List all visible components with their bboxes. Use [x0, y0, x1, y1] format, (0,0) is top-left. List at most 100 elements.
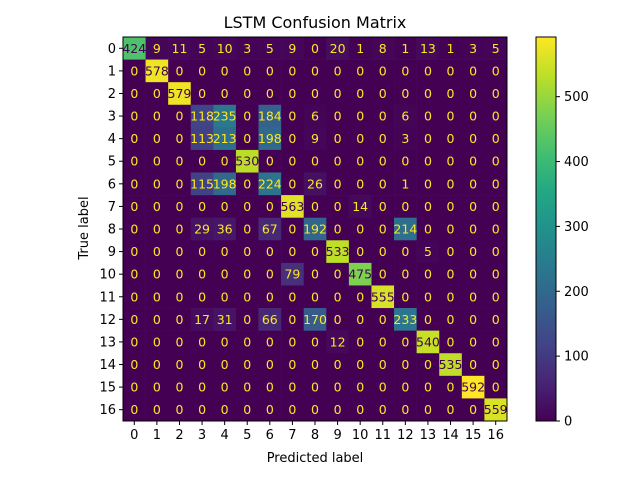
cell-value-label: 0	[311, 289, 319, 304]
heatmap-cell	[461, 195, 485, 219]
heatmap-cell	[168, 195, 192, 219]
cell-value-label: 0	[175, 154, 183, 169]
heatmap-cell	[394, 330, 417, 354]
heatmap-cell	[168, 104, 192, 128]
cell-value-label: 0	[266, 199, 274, 214]
heatmap-cell	[348, 217, 372, 241]
cell-value-label: 233	[393, 312, 417, 327]
heatmap-cell	[235, 285, 259, 309]
heatmap-cell	[416, 375, 440, 399]
heatmap-cell	[258, 195, 282, 219]
heatmap-cell	[123, 37, 146, 60]
cell-value-label: 0	[153, 86, 161, 101]
cell-value-label: 0	[447, 289, 455, 304]
heatmap-cell	[371, 195, 395, 219]
cell-value-label: 0	[424, 176, 432, 191]
heatmap-cell	[168, 240, 192, 264]
cell-value-label: 0	[175, 63, 183, 78]
cell-value-label: 0	[334, 267, 342, 282]
heatmap-cell	[213, 308, 237, 331]
heatmap-cell	[235, 195, 259, 219]
heatmap-cell	[281, 82, 305, 106]
cell-value-label: 0	[198, 289, 206, 304]
cell-value-label: 555	[371, 289, 395, 304]
heatmap-cell	[439, 217, 463, 241]
cell-value-label: 6	[311, 109, 319, 124]
heatmap-cell	[145, 217, 169, 241]
cell-value-label: 0	[153, 357, 161, 372]
cell-value-label: 0	[447, 154, 455, 169]
cell-value-label: 0	[401, 244, 409, 259]
cell-value-label: 0	[311, 357, 319, 372]
heatmap-cell	[394, 240, 417, 264]
cell-value-label: 0	[288, 63, 296, 78]
heatmap-cell	[348, 127, 372, 151]
cell-value-label: 0	[175, 244, 183, 259]
cell-value-label: 0	[221, 244, 229, 259]
heatmap-cell	[258, 82, 282, 106]
cell-value-label: 0	[153, 334, 161, 349]
heatmap-cell	[484, 285, 508, 309]
heatmap-cell	[303, 217, 327, 241]
x-tick-label: 0	[130, 428, 138, 443]
cell-value-label: 0	[311, 199, 319, 214]
cell-value-label: 0	[198, 357, 206, 372]
heatmap-cell	[145, 375, 169, 399]
cell-value-label: 170	[303, 312, 327, 327]
cell-value-label: 0	[153, 131, 161, 146]
y-tick-label: 9	[108, 245, 116, 260]
cell-value-label: 0	[424, 154, 432, 169]
cell-value-label: 0	[288, 357, 296, 372]
heatmap-cell	[190, 308, 214, 331]
cell-value-label: 0	[379, 267, 387, 282]
chart-title: LSTM Confusion Matrix	[224, 13, 407, 32]
heatmap-cell	[348, 398, 372, 422]
heatmap-cell	[394, 149, 417, 173]
cell-value-label: 0	[288, 222, 296, 237]
heatmap-cell	[145, 285, 169, 309]
heatmap-cell	[484, 82, 508, 106]
heatmap-cell	[394, 172, 417, 196]
heatmap-cell	[281, 59, 305, 83]
heatmap-cell	[371, 330, 395, 354]
heatmap-cell	[348, 353, 372, 377]
heatmap-cell	[145, 240, 169, 264]
heatmap-cell	[416, 127, 440, 151]
cell-value-label: 0	[356, 86, 364, 101]
heatmap-cell	[461, 217, 485, 241]
heatmap-cell	[123, 217, 146, 241]
heatmap-cell	[394, 308, 417, 331]
cell-value-label: 1	[447, 41, 455, 56]
x-axis: 0 1 2 3 4 5 6 7 8 9 10 11 12 13 14 15 16	[130, 421, 504, 443]
cell-value-label: 0	[175, 176, 183, 191]
heatmap-cell	[461, 172, 485, 196]
cell-value-label: 0	[243, 109, 251, 124]
heatmap-cell	[371, 149, 395, 173]
cell-value-label: 0	[175, 131, 183, 146]
cell-value-label: 0	[243, 357, 251, 372]
heatmap-cell	[348, 308, 372, 331]
cell-value-label: 0	[198, 334, 206, 349]
cell-value-label: 563	[280, 199, 304, 214]
cell-value-label: 0	[266, 289, 274, 304]
heatmap-cell	[394, 37, 417, 60]
x-tick-label: 16	[487, 428, 504, 443]
heatmap-cell	[416, 217, 440, 241]
cell-value-label: 67	[262, 222, 278, 237]
heatmap-cell	[123, 353, 146, 377]
cell-value-label: 0	[401, 357, 409, 372]
cell-value-label: 0	[130, 312, 138, 327]
heatmap-cell	[213, 375, 237, 399]
heatmap-cell	[281, 398, 305, 422]
heatmap-cell	[371, 37, 395, 60]
heatmap-cell	[326, 308, 350, 331]
heatmap-cell	[394, 127, 417, 151]
cell-value-label: 0	[221, 199, 229, 214]
heatmap-cell	[461, 37, 485, 60]
cell-value-label: 0	[243, 131, 251, 146]
heatmap-cell	[281, 285, 305, 309]
cell-value-label: 0	[469, 289, 477, 304]
heatmap-cell	[326, 285, 350, 309]
cell-value-label: 0	[288, 154, 296, 169]
colorbar-gradient	[535, 36, 557, 422]
